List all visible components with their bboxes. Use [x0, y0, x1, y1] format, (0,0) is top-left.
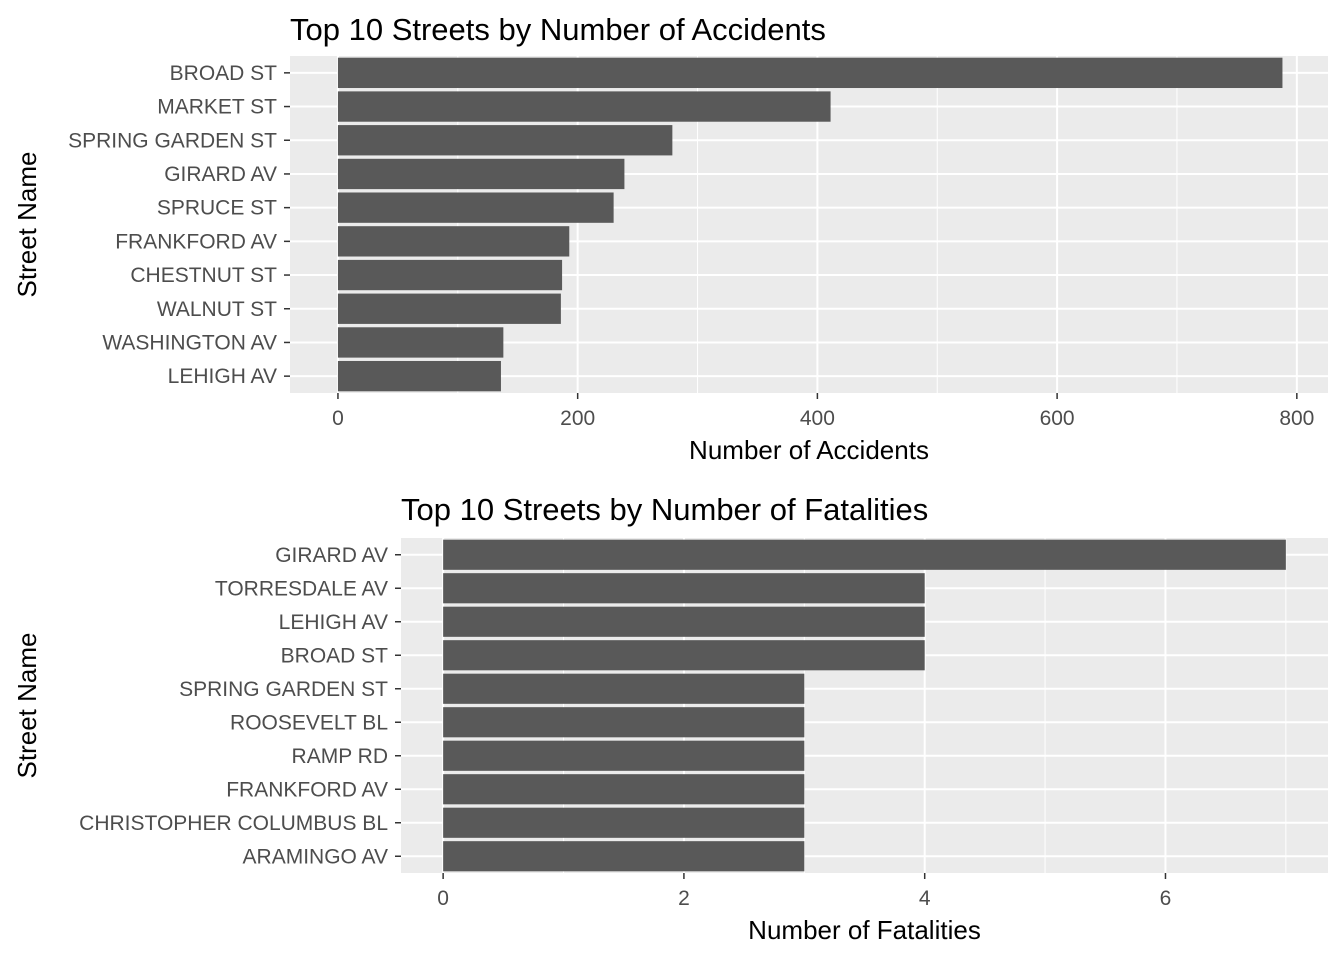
- chart-1-bar: [337, 327, 504, 358]
- chart-2-y-tick-label: BROAD ST: [281, 644, 389, 667]
- chart-2-y-tick-label: ROOSEVELT BL: [230, 711, 388, 734]
- chart-1-bar: [337, 293, 561, 324]
- chart-1-group: BROAD ST MARKET ST SPRING GARDEN ST GIRARD …: [12, 12, 1328, 465]
- chart-1-bar: [337, 192, 614, 223]
- chart-1-y-tick-label: BROAD ST: [170, 62, 278, 85]
- chart-2-bar: [443, 606, 925, 637]
- chart-2-group: GIRARD AV TORRESDALE AV LEHIGH AV BROAD ST S…: [12, 492, 1328, 945]
- chart-1-y-tick-label: GIRARD AV: [164, 163, 277, 186]
- chart-1-bar: [337, 158, 625, 190]
- chart-2-y-tick-label: GIRARD AV: [275, 544, 388, 567]
- chart-2-x-axis-title: Number of Fatalities: [748, 915, 981, 945]
- chart-2-y-tick-label: TORRESDALE AV: [215, 577, 388, 600]
- chart-1-bar: [337, 125, 673, 156]
- chart-2-x-tick-label: 2: [678, 887, 690, 910]
- chart-1-y-tick-label: WALNUT ST: [157, 298, 277, 321]
- chart-1-y-axis-title: Street Name: [12, 152, 42, 298]
- chart-1-y-tick-label: SPRING GARDEN ST: [68, 129, 277, 152]
- chart-1-y-tick-label: MARKET ST: [157, 96, 277, 119]
- chart-2-bar: [443, 573, 925, 604]
- chart-2-y-tick-label: RAMP RD: [292, 745, 388, 768]
- chart-2-y-axis-title: Street Name: [12, 633, 42, 779]
- chart-1-x-tick-label: 200: [560, 407, 595, 430]
- chart-1-x-tick-label: 400: [800, 407, 835, 430]
- chart-2-y-tick-label: CHRISTOPHER COLUMBUS BL: [79, 812, 388, 835]
- chart-2-x-tick-label: 6: [1160, 887, 1172, 910]
- chart-1-bar: [337, 360, 501, 392]
- chart-1-bar: [337, 57, 1283, 89]
- chart-1-y-tick-label: LEHIGH AV: [168, 365, 277, 388]
- chart-2-bar: [443, 640, 925, 671]
- chart-2-y-tick-label: SPRING GARDEN ST: [179, 678, 388, 701]
- chart-2-y-tick-label: ARAMINGO AV: [243, 845, 388, 868]
- chart-1-bar: [337, 226, 570, 257]
- chart-1-y-tick-label: SPRUCE ST: [157, 197, 277, 220]
- chart-2-bar: [443, 774, 805, 805]
- chart-1-x-tick-label: 0: [332, 407, 344, 430]
- chart-2-bar: [443, 841, 805, 872]
- chart-1-x-tick-label: 600: [1040, 407, 1075, 430]
- chart-1-x-axis-title: Number of Accidents: [689, 435, 929, 465]
- chart-1-y-tick-label: CHESTNUT ST: [130, 264, 277, 287]
- chart-2-bar: [443, 740, 805, 771]
- chart-2-bar: [443, 707, 805, 738]
- chart-2-bar: [443, 673, 805, 704]
- chart-2-title: Top 10 Streets by Number of Fatalities: [401, 492, 928, 527]
- chart-1-x-tick-label: 800: [1279, 407, 1314, 430]
- chart-2-y-tick-label: FRANKFORD AV: [226, 778, 388, 801]
- chart-1-y-tick-label: WASHINGTON AV: [102, 331, 277, 354]
- chart-2-y-tick-label: LEHIGH AV: [279, 611, 388, 634]
- chart-2-bar: [443, 807, 805, 838]
- chart-2-x-tick-label: 0: [437, 887, 449, 910]
- chart-1-title: Top 10 Streets by Number of Accidents: [290, 12, 826, 47]
- chart-1-bar: [337, 259, 563, 291]
- chart-2-bar: [443, 539, 1286, 570]
- chart-2-x-tick-label: 4: [919, 887, 931, 910]
- chart-1-y-tick-label: FRANKFORD AV: [115, 230, 277, 253]
- chart-1-bar: [337, 91, 831, 122]
